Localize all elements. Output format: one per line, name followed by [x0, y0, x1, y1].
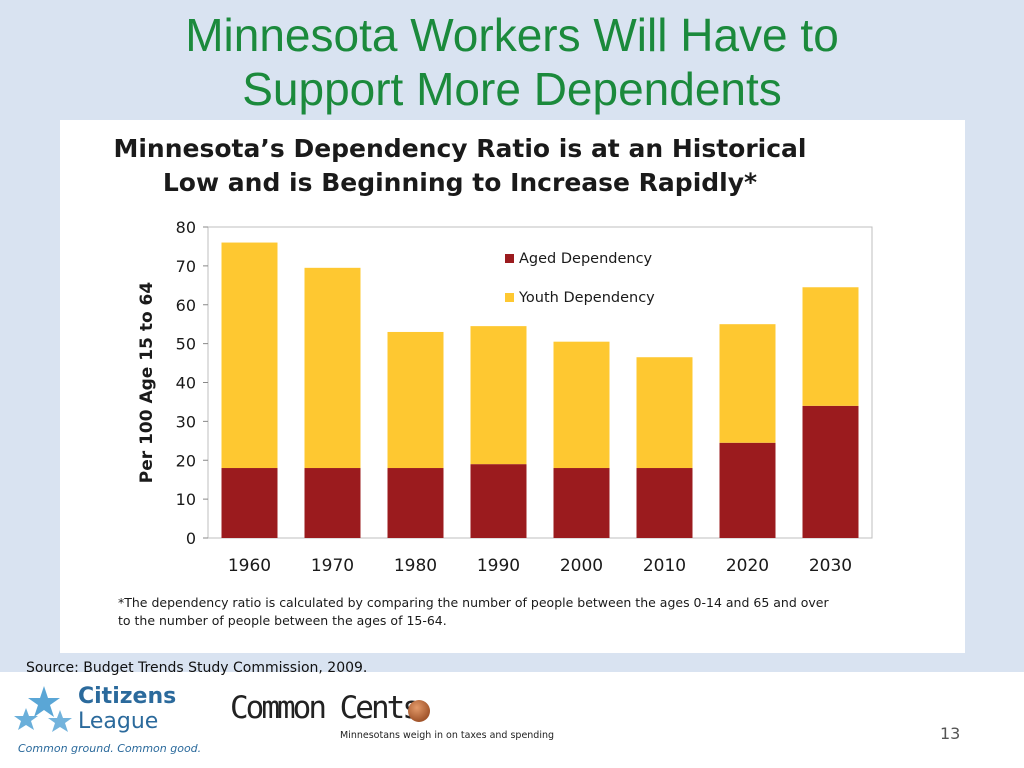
bar-youth-1960	[221, 242, 278, 469]
legend-label-aged: Aged Dependency	[519, 251, 653, 267]
bar-youth-2010	[636, 357, 693, 469]
page-number: 13	[940, 724, 961, 743]
x-tick-label-1970: 1970	[311, 556, 354, 576]
legend-label-youth: Youth Dependency	[518, 290, 655, 306]
chart-footnote: *The dependency ratio is calculated by c…	[118, 594, 918, 630]
bar-aged-1960	[221, 468, 278, 538]
bar-aged-1970	[304, 468, 361, 538]
bar-aged-2030	[802, 405, 859, 538]
y-tick-label-30: 30	[176, 412, 196, 431]
bar-aged-2010	[636, 468, 693, 538]
bar-youth-1970	[304, 267, 361, 469]
y-tick-label-80: 80	[176, 218, 196, 237]
x-tick-label-1990: 1990	[477, 556, 520, 576]
x-tick-label-1980: 1980	[394, 556, 437, 576]
common-cents-logo: Common Cents Minnesotans weigh in on tax…	[230, 690, 554, 750]
legend-swatch-youth	[505, 293, 514, 302]
x-tick-label-1960: 1960	[228, 556, 271, 576]
bar-youth-1990	[470, 326, 527, 465]
bar-aged-2000	[553, 468, 610, 538]
stars-icon	[14, 686, 72, 732]
bar-aged-1980	[387, 468, 444, 538]
chart-title-line-2: Low and is Beginning to Increase Rapidly…	[162, 168, 758, 197]
bar-youth-2030	[802, 287, 859, 406]
x-tick-label-2000: 2000	[560, 556, 603, 576]
y-tick-label-10: 10	[176, 490, 196, 509]
slide-title-line-1: Minnesota Workers Will Have to	[185, 9, 839, 61]
bar-youth-2000	[553, 341, 610, 469]
footnote-line-1: *The dependency ratio is calculated by c…	[118, 595, 829, 610]
x-tick-label-2010: 2010	[643, 556, 686, 576]
y-axis-label: Per 100 Age 15 to 64	[137, 282, 157, 484]
y-tick-label-40: 40	[176, 374, 196, 393]
bar-youth-1980	[387, 331, 444, 469]
slide-title: Minnesota Workers Will Have to Support M…	[0, 8, 1024, 116]
chart-panel: Minnesota’s Dependency Ratio is at an Hi…	[60, 120, 965, 653]
bar-youth-2020	[719, 324, 776, 443]
y-tick-label-60: 60	[176, 296, 196, 315]
penny-icon	[408, 700, 430, 722]
citizens-league-name-2: League	[78, 709, 159, 734]
y-tick-label-50: 50	[176, 335, 196, 354]
common-cents-name: Common Cents	[230, 690, 421, 726]
bar-aged-1990	[470, 464, 527, 538]
bar-aged-2020	[719, 442, 776, 538]
common-cents-tagline: Minnesotans weigh in on taxes and spendi…	[340, 730, 555, 741]
legend-swatch-aged	[505, 254, 514, 263]
chart-title: Minnesota’s Dependency Ratio is at an Hi…	[60, 132, 860, 200]
y-tick-label-0: 0	[186, 529, 196, 548]
citizens-league-logo: Citizens League Common ground. Common go…	[14, 684, 214, 762]
citizens-league-name-1: Citizens	[78, 684, 177, 709]
footnote-line-2: to the number of people between the ages…	[118, 613, 447, 628]
y-tick-label-70: 70	[176, 257, 196, 276]
chart-title-line-1: Minnesota’s Dependency Ratio is at an Hi…	[113, 134, 807, 163]
source-citation: Source: Budget Trends Study Commission, …	[26, 660, 368, 676]
y-tick-label-20: 20	[176, 451, 196, 470]
x-tick-label-2020: 2020	[726, 556, 769, 576]
x-tick-label-2030: 2030	[809, 556, 852, 576]
citizens-league-tagline: Common ground. Common good.	[18, 742, 202, 755]
slide-title-line-2: Support More Dependents	[242, 63, 782, 115]
